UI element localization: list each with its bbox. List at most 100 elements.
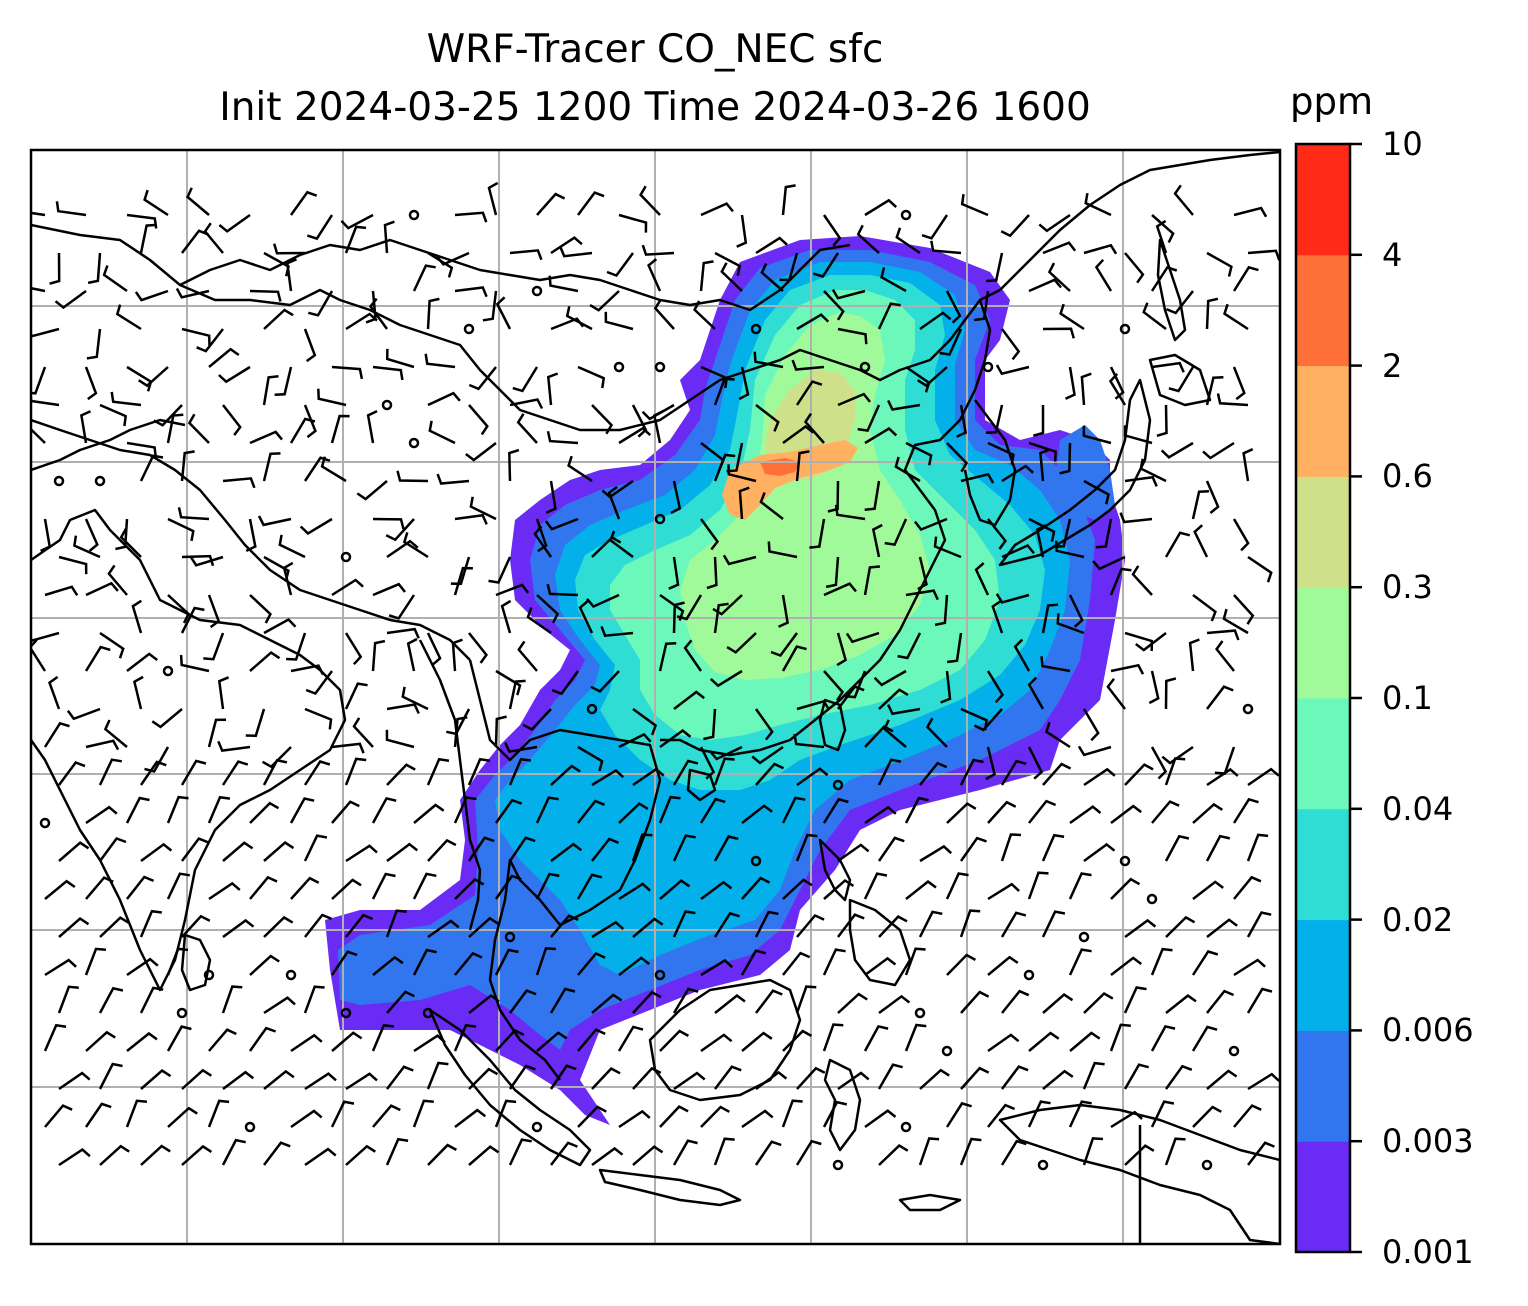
wind-barb <box>536 1031 568 1052</box>
wind-barb <box>1164 757 1186 786</box>
colorbar-label: ppm <box>1290 80 1374 123</box>
calm-wind-marker <box>39 817 51 829</box>
wind-barb <box>467 757 491 786</box>
wind-barb <box>424 353 456 369</box>
field-level-8 <box>722 440 858 520</box>
wind-barb <box>222 404 242 436</box>
wind-barb <box>249 801 280 824</box>
wind-barb <box>713 757 735 786</box>
wind-barb <box>453 716 468 748</box>
wind-barb <box>632 917 664 938</box>
calm-wind-marker <box>1119 323 1131 335</box>
wind-barb <box>873 669 907 687</box>
wind-barb <box>1068 948 1092 976</box>
colorbar-tick-label: 0.3 <box>1382 568 1433 607</box>
wind-barb <box>700 880 733 901</box>
wind-barb <box>933 536 962 559</box>
calm-wind-marker <box>1037 1159 1049 1171</box>
wind-barb <box>290 876 320 900</box>
border-mongolia <box>179 238 851 312</box>
wind-barb <box>103 719 128 748</box>
colorbar-segment <box>1296 587 1350 699</box>
wind-barb <box>822 1100 848 1128</box>
wind-barb <box>86 328 102 360</box>
colorbar-segment <box>1296 476 1350 588</box>
wind-barb <box>345 312 378 331</box>
wind-barb <box>181 914 211 938</box>
wind-barb <box>508 679 526 710</box>
wind-barb <box>468 366 497 391</box>
wind-barb <box>1206 918 1238 938</box>
wind-barb <box>549 987 576 1014</box>
wind-barb <box>330 950 358 976</box>
wind-barb <box>344 682 368 710</box>
wind-barb <box>126 1031 158 1052</box>
wind-barb <box>386 539 419 559</box>
wind-barb <box>468 632 488 664</box>
wind-barb <box>917 366 948 388</box>
wind-barb <box>1215 640 1235 672</box>
wind-barb <box>576 873 603 900</box>
wind-barb <box>632 1145 664 1166</box>
wind-barb <box>1095 518 1113 549</box>
wind-barb <box>289 797 315 824</box>
wind-barb <box>1082 425 1112 445</box>
wind-barb <box>304 1072 337 1091</box>
wind-barb <box>831 288 866 300</box>
wind-barb <box>31 211 46 217</box>
wind-barb <box>591 993 623 1014</box>
wind-barb <box>1150 1100 1175 1128</box>
wind-barb <box>796 699 831 711</box>
wind-barb <box>372 1104 401 1128</box>
wind-barb <box>659 1105 689 1128</box>
wind-barb <box>207 1099 230 1128</box>
wind-barb <box>1123 1063 1150 1090</box>
wind-barb <box>917 556 928 591</box>
wind-barb <box>1205 376 1224 406</box>
wind-barb <box>166 947 189 976</box>
wind-barb <box>1246 987 1273 1014</box>
wind-barb <box>714 251 742 276</box>
wind-barb <box>871 523 883 558</box>
wind-barb <box>699 260 714 292</box>
wind-barb <box>549 1064 577 1090</box>
wind-barb <box>1191 950 1219 976</box>
wind-barb <box>754 910 779 938</box>
wind-barb <box>778 594 789 628</box>
coastline-hainan <box>686 768 717 802</box>
wind-barb <box>1247 555 1273 583</box>
wind-barb <box>1041 603 1059 634</box>
wind-barb <box>167 594 191 624</box>
wind-barb <box>186 187 210 216</box>
wind-barb <box>189 555 224 567</box>
wind-barb <box>837 992 868 1014</box>
wind-barb <box>591 1067 621 1090</box>
wind-barb <box>257 515 292 527</box>
wind-barb <box>1232 797 1259 824</box>
wind-barb <box>99 916 130 938</box>
wind-barb <box>631 833 653 862</box>
wind-barb <box>181 837 209 862</box>
wind-barb <box>57 985 79 1014</box>
calm-wind-marker <box>244 1121 256 1133</box>
wind-barb <box>726 632 757 654</box>
wind-barb <box>1000 1139 1027 1166</box>
wind-barb <box>1119 512 1153 524</box>
wind-barb <box>535 796 559 824</box>
wind-barb <box>1232 265 1259 292</box>
wind-barb <box>58 1148 91 1167</box>
calm-wind-marker <box>750 323 762 335</box>
wind-barb <box>987 1033 1020 1053</box>
wind-barb <box>84 366 98 401</box>
calm-wind-marker <box>1119 855 1131 867</box>
wind-barb <box>126 957 159 977</box>
wind-barb <box>426 1061 449 1090</box>
coastline-japan-honshu <box>998 378 1152 567</box>
wind-barb <box>285 258 297 292</box>
calm-wind-marker <box>859 361 871 373</box>
wind-barb <box>453 566 473 596</box>
wind-barb <box>700 1033 733 1053</box>
wind-barb <box>1151 361 1185 373</box>
wind-barb <box>914 517 948 532</box>
wind-barb <box>1110 804 1142 824</box>
